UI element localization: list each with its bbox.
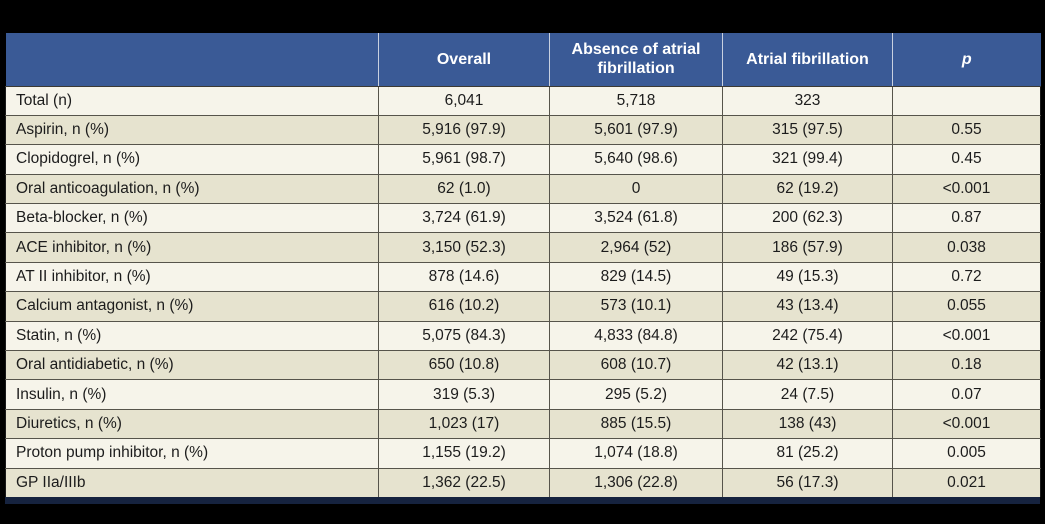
row-label-cell: ACE inhibitor, n (%) bbox=[5, 232, 379, 263]
column-header-overall: Overall bbox=[378, 33, 550, 87]
af-value-cell: 138 (43) bbox=[722, 408, 893, 440]
overall-value-cell: 6,041 bbox=[378, 85, 550, 116]
table-row: Aspirin, n (%) 5,916 (97.9) 5,601 (97.9) 31… bbox=[5, 114, 1041, 146]
row-label-cell: Aspirin, n (%) bbox=[5, 114, 379, 146]
p-value-cell: <0.001 bbox=[892, 173, 1041, 205]
p-value-cell: <0.001 bbox=[892, 408, 1041, 440]
column-header-p-value: p bbox=[892, 33, 1041, 87]
absence-value-cell: 1,306 (22.8) bbox=[549, 467, 723, 498]
row-label-cell: Diuretics, n (%) bbox=[5, 408, 379, 440]
af-value-cell: 315 (97.5) bbox=[722, 114, 893, 146]
row-label-cell: Statin, n (%) bbox=[5, 320, 379, 352]
absence-value-cell: 0 bbox=[549, 173, 723, 205]
header-row: Overall Absence of atrial fibrillation A… bbox=[5, 33, 1041, 87]
af-value-cell: 49 (15.3) bbox=[722, 261, 893, 293]
table-body: Total (n) 6,041 5,718 323 Aspirin, n (%) 5,91… bbox=[5, 85, 1041, 498]
table-row: Oral anticoagulation, n (%) 62 (1.0) 0 62 (… bbox=[5, 173, 1041, 205]
overall-value-cell: 650 (10.8) bbox=[378, 350, 550, 381]
p-value-cell: 0.055 bbox=[892, 291, 1041, 322]
absence-value-cell: 5,718 bbox=[549, 85, 723, 116]
absence-value-cell: 3,524 (61.8) bbox=[549, 203, 723, 234]
row-label-cell: Oral antidiabetic, n (%) bbox=[5, 350, 379, 381]
column-header-absence-of-atrial-fibrillation: Absence of atrial fibrillation bbox=[549, 33, 723, 87]
row-label-cell: AT II inhibitor, n (%) bbox=[5, 261, 379, 293]
table-row: Insulin, n (%) 319 (5.3) 295 (5.2) 24 (7.5)… bbox=[5, 379, 1041, 410]
af-value-cell: 321 (99.4) bbox=[722, 144, 893, 175]
table-row: Beta-blocker, n (%) 3,724 (61.9) 3,524 (61… bbox=[5, 203, 1041, 234]
af-value-cell: 24 (7.5) bbox=[722, 379, 893, 410]
p-value-cell bbox=[892, 85, 1041, 116]
table-row: ACE inhibitor, n (%) 3,150 (52.3) 2,964 (5… bbox=[5, 232, 1041, 263]
p-value-cell: <0.001 bbox=[892, 320, 1041, 352]
af-value-cell: 43 (13.4) bbox=[722, 291, 893, 322]
absence-value-cell: 885 (15.5) bbox=[549, 408, 723, 440]
absence-value-cell: 295 (5.2) bbox=[549, 379, 723, 410]
overall-value-cell: 5,916 (97.9) bbox=[378, 114, 550, 146]
overall-value-cell: 3,150 (52.3) bbox=[378, 232, 550, 263]
table-row: AT II inhibitor, n (%) 878 (14.6) 829 (14.… bbox=[5, 261, 1041, 293]
af-value-cell: 200 (62.3) bbox=[722, 203, 893, 234]
af-value-cell: 62 (19.2) bbox=[722, 173, 893, 205]
absence-value-cell: 829 (14.5) bbox=[549, 261, 723, 293]
p-value-cell: 0.021 bbox=[892, 467, 1041, 498]
absence-value-cell: 573 (10.1) bbox=[549, 291, 723, 322]
absence-value-cell: 5,640 (98.6) bbox=[549, 144, 723, 175]
table-row: Statin, n (%) 5,075 (84.3) 4,833 (84.8) 242… bbox=[5, 320, 1041, 352]
overall-value-cell: 1,362 (22.5) bbox=[378, 467, 550, 498]
overall-value-cell: 5,075 (84.3) bbox=[378, 320, 550, 352]
p-value-cell: 0.038 bbox=[892, 232, 1041, 263]
overall-value-cell: 1,023 (17) bbox=[378, 408, 550, 440]
table-row: Oral antidiabetic, n (%) 650 (10.8) 608 (1… bbox=[5, 350, 1041, 381]
absence-value-cell: 2,964 (52) bbox=[549, 232, 723, 263]
table-row: Diuretics, n (%) 1,023 (17) 885 (15.5) 138 … bbox=[5, 408, 1041, 440]
af-value-cell: 242 (75.4) bbox=[722, 320, 893, 352]
af-value-cell: 323 bbox=[722, 85, 893, 116]
row-label-cell: Proton pump inhibitor, n (%) bbox=[5, 438, 379, 469]
p-value-cell: 0.005 bbox=[892, 438, 1041, 469]
absence-value-cell: 4,833 (84.8) bbox=[549, 320, 723, 352]
overall-value-cell: 62 (1.0) bbox=[378, 173, 550, 205]
absence-value-cell: 608 (10.7) bbox=[549, 350, 723, 381]
overall-value-cell: 616 (10.2) bbox=[378, 291, 550, 322]
row-label-cell: Insulin, n (%) bbox=[5, 379, 379, 410]
row-label-cell: Oral anticoagulation, n (%) bbox=[5, 173, 379, 205]
p-value-cell: 0.18 bbox=[892, 350, 1041, 381]
overall-value-cell: 878 (14.6) bbox=[378, 261, 550, 293]
table-row: Calcium antagonist, n (%) 616 (10.2) 573 (… bbox=[5, 291, 1041, 322]
table-row: GP IIa/IIIb 1,362 (22.5) 1,306 (22.8) 56 (1… bbox=[5, 467, 1041, 498]
p-value-cell: 0.72 bbox=[892, 261, 1041, 293]
table-row: Clopidogrel, n (%) 5,961 (98.7) 5,640 (98.… bbox=[5, 144, 1041, 175]
af-value-cell: 186 (57.9) bbox=[722, 232, 893, 263]
row-label-cell: Total (n) bbox=[5, 85, 379, 116]
p-value-cell: 0.87 bbox=[892, 203, 1041, 234]
absence-value-cell: 1,074 (18.8) bbox=[549, 438, 723, 469]
p-value-cell: 0.45 bbox=[892, 144, 1041, 175]
column-header-empty bbox=[5, 33, 379, 87]
overall-value-cell: 1,155 (19.2) bbox=[378, 438, 550, 469]
table-header: Overall Absence of atrial fibrillation A… bbox=[5, 33, 1041, 87]
af-value-cell: 42 (13.1) bbox=[722, 350, 893, 381]
table-row: Total (n) 6,041 5,718 323 bbox=[5, 85, 1041, 116]
af-value-cell: 81 (25.2) bbox=[722, 438, 893, 469]
row-label-cell: GP IIa/IIIb bbox=[5, 467, 379, 498]
table-figure: Overall Absence of atrial fibrillation A… bbox=[5, 33, 1041, 505]
column-header-atrial-fibrillation: Atrial fibrillation bbox=[722, 33, 893, 87]
medication-table: Overall Absence of atrial fibrillation A… bbox=[5, 33, 1041, 498]
af-value-cell: 56 (17.3) bbox=[722, 467, 893, 498]
p-value-cell: 0.07 bbox=[892, 379, 1041, 410]
overall-value-cell: 3,724 (61.9) bbox=[378, 203, 550, 234]
row-label-cell: Calcium antagonist, n (%) bbox=[5, 291, 379, 322]
table-row: Proton pump inhibitor, n (%) 1,155 (19.2)… bbox=[5, 438, 1041, 469]
overall-value-cell: 5,961 (98.7) bbox=[378, 144, 550, 175]
p-value-cell: 0.55 bbox=[892, 114, 1041, 146]
overall-value-cell: 319 (5.3) bbox=[378, 379, 550, 410]
absence-value-cell: 5,601 (97.9) bbox=[549, 114, 723, 146]
row-label-cell: Clopidogrel, n (%) bbox=[5, 144, 379, 175]
row-label-cell: Beta-blocker, n (%) bbox=[5, 203, 379, 234]
